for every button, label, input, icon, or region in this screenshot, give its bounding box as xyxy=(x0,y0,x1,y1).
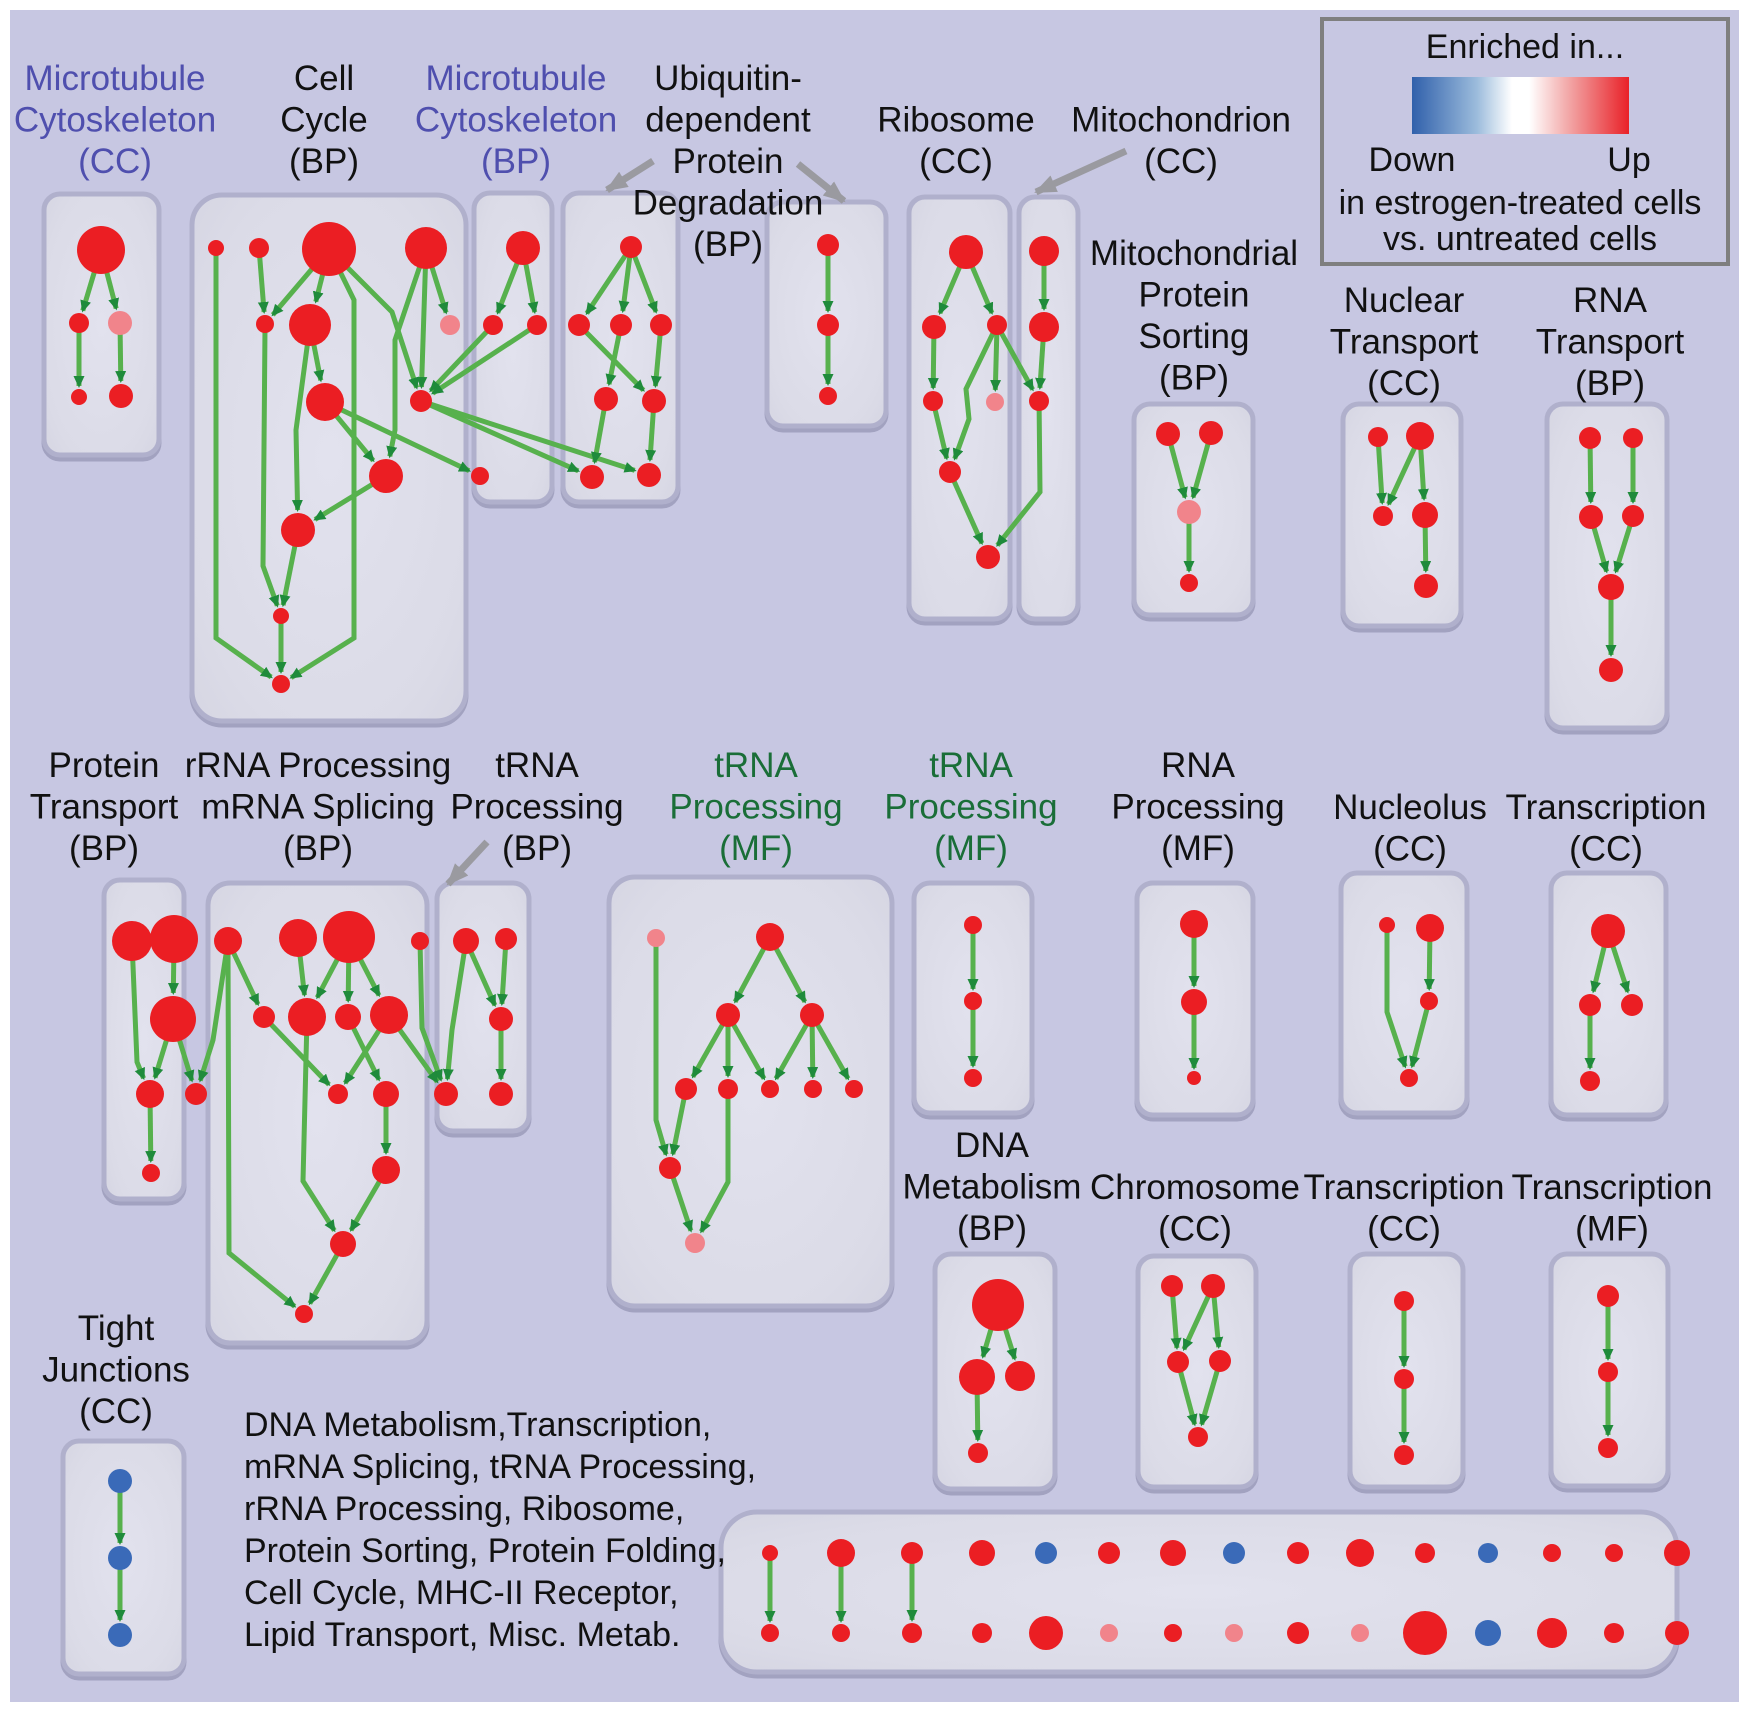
svg-text:tRNA: tRNA xyxy=(929,746,1013,785)
svg-text:(BP): (BP) xyxy=(69,829,139,868)
svg-text:Nucleolus: Nucleolus xyxy=(1333,788,1487,827)
svg-text:(BP): (BP) xyxy=(481,142,551,181)
svg-text:Lipid Transport, Misc. Metab.: Lipid Transport, Misc. Metab. xyxy=(244,1616,681,1654)
svg-text:Transcription: Transcription xyxy=(1512,1168,1713,1207)
svg-text:Microtubule: Microtubule xyxy=(426,59,607,98)
svg-text:DNA Metabolism,Transcription,: DNA Metabolism,Transcription, xyxy=(244,1406,711,1444)
svg-text:Processing: Processing xyxy=(669,788,842,827)
svg-text:tRNA: tRNA xyxy=(714,746,798,785)
svg-text:in estrogen-treated cells: in estrogen-treated cells xyxy=(1339,184,1702,222)
svg-text:(BP): (BP) xyxy=(1575,364,1645,403)
svg-text:(MF): (MF) xyxy=(934,829,1008,868)
svg-text:Protein Sorting, Protein Foldi: Protein Sorting, Protein Folding, xyxy=(244,1532,726,1570)
svg-text:Transcription: Transcription xyxy=(1304,1168,1505,1207)
svg-text:Cell Cycle, MHC-II Receptor,: Cell Cycle, MHC-II Receptor, xyxy=(244,1574,679,1612)
svg-text:rRNA Processing, Ribosome,: rRNA Processing, Ribosome, xyxy=(244,1490,684,1528)
svg-text:(MF): (MF) xyxy=(1575,1210,1649,1249)
svg-text:(CC): (CC) xyxy=(1367,1210,1441,1249)
svg-text:(CC): (CC) xyxy=(1569,830,1643,869)
svg-text:Ubiquitin-: Ubiquitin- xyxy=(654,59,802,98)
svg-text:Transport: Transport xyxy=(1330,323,1479,362)
svg-text:Junctions: Junctions xyxy=(42,1351,190,1390)
svg-text:(BP): (BP) xyxy=(289,142,359,181)
svg-text:Cell: Cell xyxy=(294,59,354,98)
svg-text:(CC): (CC) xyxy=(1367,364,1441,403)
svg-text:Mitochondrion: Mitochondrion xyxy=(1071,101,1291,140)
svg-text:mRNA Splicing: mRNA Splicing xyxy=(201,788,434,827)
svg-text:(BP): (BP) xyxy=(1159,359,1229,398)
svg-text:mRNA Splicing, tRNA Processing: mRNA Splicing, tRNA Processing, xyxy=(244,1448,756,1486)
svg-text:Ribosome: Ribosome xyxy=(877,101,1035,140)
svg-text:Transcription: Transcription xyxy=(1506,788,1707,827)
svg-text:dependent: dependent xyxy=(645,101,811,140)
svg-text:Up: Up xyxy=(1607,141,1650,179)
svg-text:tRNA: tRNA xyxy=(495,746,579,785)
svg-text:Degradation: Degradation xyxy=(633,184,824,223)
svg-text:(CC): (CC) xyxy=(79,1392,153,1431)
svg-text:rRNA Processing: rRNA Processing xyxy=(185,746,451,785)
svg-text:Protein: Protein xyxy=(1139,276,1250,315)
svg-text:(CC): (CC) xyxy=(919,142,993,181)
svg-text:(BP): (BP) xyxy=(502,829,572,868)
svg-text:Transport: Transport xyxy=(30,788,179,827)
svg-text:(BP): (BP) xyxy=(283,829,353,868)
svg-text:Sorting: Sorting xyxy=(1139,317,1250,356)
svg-text:(BP): (BP) xyxy=(957,1209,1027,1248)
svg-text:Enriched in...: Enriched in... xyxy=(1426,28,1624,66)
svg-text:(MF): (MF) xyxy=(719,829,793,868)
svg-text:Tight: Tight xyxy=(78,1309,155,1348)
svg-text:RNA: RNA xyxy=(1573,281,1648,320)
svg-text:Chromosome: Chromosome xyxy=(1090,1168,1300,1207)
svg-text:Microtubule: Microtubule xyxy=(25,59,206,98)
svg-text:Metabolism: Metabolism xyxy=(903,1168,1082,1207)
svg-text:Cytoskeleton: Cytoskeleton xyxy=(14,101,216,140)
svg-text:(CC): (CC) xyxy=(1373,830,1447,869)
svg-text:Nuclear: Nuclear xyxy=(1344,281,1465,320)
svg-text:(CC): (CC) xyxy=(1158,1210,1232,1249)
svg-text:Transport: Transport xyxy=(1536,323,1685,362)
svg-text:(MF): (MF) xyxy=(1161,829,1235,868)
svg-text:Down: Down xyxy=(1369,141,1456,179)
svg-text:Processing: Processing xyxy=(1111,788,1284,827)
svg-text:Processing: Processing xyxy=(884,788,1057,827)
svg-text:vs. untreated cells: vs. untreated cells xyxy=(1383,220,1657,258)
svg-text:(CC): (CC) xyxy=(1144,142,1218,181)
svg-text:Cycle: Cycle xyxy=(280,101,368,140)
svg-text:(BP): (BP) xyxy=(693,225,763,264)
svg-text:Protein: Protein xyxy=(673,142,784,181)
svg-text:Cytoskeleton: Cytoskeleton xyxy=(415,101,617,140)
svg-text:Processing: Processing xyxy=(450,788,623,827)
svg-text:DNA: DNA xyxy=(955,1126,1030,1165)
svg-text:(CC): (CC) xyxy=(78,142,152,181)
svg-text:RNA: RNA xyxy=(1161,746,1236,785)
svg-text:Mitochondrial: Mitochondrial xyxy=(1090,234,1298,273)
svg-text:Protein: Protein xyxy=(49,746,160,785)
